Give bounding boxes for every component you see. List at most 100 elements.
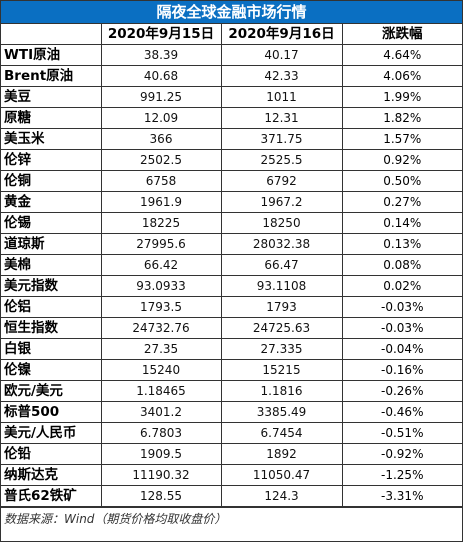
row-value-date-2: 371.75: [220, 128, 343, 150]
row-value-date-1: 2502.5: [100, 149, 222, 171]
row-name: 伦铅: [1, 443, 102, 465]
table-row: Brent原油 40.68 42.33 4.06%: [1, 65, 462, 87]
row-change: -0.03%: [341, 296, 462, 318]
row-change: 0.13%: [341, 233, 462, 255]
row-value-date-1: 18225: [100, 212, 222, 234]
table-row: 原糖 12.09 12.31 1.82%: [1, 107, 462, 129]
row-value-date-1: 1793.5: [100, 296, 222, 318]
table-row: 美元/人民币 6.7803 6.7454 -0.51%: [1, 422, 462, 444]
row-value-date-2: 2525.5: [220, 149, 343, 171]
row-value-date-2: 42.33: [220, 65, 343, 87]
table-row: 普氏62铁矿 128.55 124.3 -3.31%: [1, 485, 462, 507]
row-change: 0.50%: [341, 170, 462, 192]
row-value-date-1: 27995.6: [100, 233, 222, 255]
row-name: 美元指数: [1, 275, 102, 297]
table-row: 伦镍 15240 15215 -0.16%: [1, 359, 462, 381]
row-change: -0.51%: [341, 422, 462, 444]
row-change: 4.64%: [341, 44, 462, 66]
row-value-date-2: 1967.2: [220, 191, 343, 213]
row-change: 0.08%: [341, 254, 462, 276]
table-row: 伦铝 1793.5 1793 -0.03%: [1, 296, 462, 318]
row-value-date-1: 6758: [100, 170, 222, 192]
row-value-date-2: 24725.63: [220, 317, 343, 339]
row-value-date-2: 3385.49: [220, 401, 343, 423]
row-name: 白银: [1, 338, 102, 360]
row-value-date-1: 24732.76: [100, 317, 222, 339]
row-name: 美豆: [1, 86, 102, 108]
row-name: 美棉: [1, 254, 102, 276]
row-value-date-2: 6.7454: [220, 422, 343, 444]
row-value-date-1: 3401.2: [100, 401, 222, 423]
header-name: [1, 24, 102, 45]
row-value-date-1: 6.7803: [100, 422, 222, 444]
row-name: 伦锡: [1, 212, 102, 234]
row-value-date-2: 1793: [220, 296, 343, 318]
row-change: 1.57%: [341, 128, 462, 150]
table-row: 美豆 991.25 1011 1.99%: [1, 86, 462, 108]
table-row: 伦铜 6758 6792 0.50%: [1, 170, 462, 192]
row-change: 4.06%: [341, 65, 462, 87]
row-change: 0.92%: [341, 149, 462, 171]
row-value-date-1: 11190.32: [100, 464, 222, 486]
row-name: 美玉米: [1, 128, 102, 150]
row-name: 原糖: [1, 107, 102, 129]
table-row: 伦锡 18225 18250 0.14%: [1, 212, 462, 234]
row-value-date-1: 128.55: [100, 485, 222, 507]
row-name: 伦铝: [1, 296, 102, 318]
table-row: 美棉 66.42 66.47 0.08%: [1, 254, 462, 276]
row-name: 欧元/美元: [1, 380, 102, 402]
row-value-date-2: 18250: [220, 212, 343, 234]
row-change: -0.03%: [341, 317, 462, 339]
row-change: -1.25%: [341, 464, 462, 486]
row-change: 1.82%: [341, 107, 462, 129]
row-value-date-2: 93.1108: [220, 275, 343, 297]
row-name: 伦铜: [1, 170, 102, 192]
table-row: 伦铅 1909.5 1892 -0.92%: [1, 443, 462, 465]
row-change: -3.31%: [341, 485, 462, 507]
row-change: -0.92%: [341, 443, 462, 465]
table-row: 道琼斯 27995.6 28032.38 0.13%: [1, 233, 462, 255]
row-change: 0.27%: [341, 191, 462, 213]
table-row: 美元指数 93.0933 93.1108 0.02%: [1, 275, 462, 297]
table-row: 标普500 3401.2 3385.49 -0.46%: [1, 401, 462, 423]
row-value-date-1: 1909.5: [100, 443, 222, 465]
row-value-date-2: 6792: [220, 170, 343, 192]
row-value-date-2: 12.31: [220, 107, 343, 129]
row-name: 普氏62铁矿: [1, 485, 102, 507]
table-row: 欧元/美元 1.18465 1.1816 -0.26%: [1, 380, 462, 402]
row-value-date-2: 40.17: [220, 44, 343, 66]
row-name: 黄金: [1, 191, 102, 213]
header-date-1: 2020年9月15日: [100, 24, 222, 45]
row-value-date-2: 27.335: [220, 338, 343, 360]
row-change: -0.04%: [341, 338, 462, 360]
row-change: -0.26%: [341, 380, 462, 402]
row-value-date-1: 366: [100, 128, 222, 150]
row-value-date-1: 27.35: [100, 338, 222, 360]
row-name: 恒生指数: [1, 317, 102, 339]
table-row: 白银 27.35 27.335 -0.04%: [1, 338, 462, 360]
row-name: 美元/人民币: [1, 422, 102, 444]
row-value-date-1: 15240: [100, 359, 222, 381]
row-value-date-2: 66.47: [220, 254, 343, 276]
row-value-date-1: 40.68: [100, 65, 222, 87]
source-note: 数据来源：Wind（期货价格均取收盘价）: [1, 507, 462, 530]
table-row: 伦锌 2502.5 2525.5 0.92%: [1, 149, 462, 171]
row-name: 纳斯达克: [1, 464, 102, 486]
row-change: 1.99%: [341, 86, 462, 108]
table-row: 纳斯达克 11190.32 11050.47 -1.25%: [1, 464, 462, 486]
table-row: 美玉米 366 371.75 1.57%: [1, 128, 462, 150]
row-change: -0.46%: [341, 401, 462, 423]
row-name: 伦镍: [1, 359, 102, 381]
row-value-date-2: 15215: [220, 359, 343, 381]
row-value-date-2: 1011: [220, 86, 343, 108]
header-date-2: 2020年9月16日: [220, 24, 343, 45]
row-name: Brent原油: [1, 65, 102, 87]
row-change: 0.14%: [341, 212, 462, 234]
row-change: 0.02%: [341, 275, 462, 297]
row-value-date-1: 1.18465: [100, 380, 222, 402]
market-table: 2020年9月15日 2020年9月16日 涨跌幅 WTI原油 38.39 40.1…: [1, 24, 462, 507]
row-value-date-2: 28032.38: [220, 233, 343, 255]
row-value-date-1: 991.25: [100, 86, 222, 108]
row-value-date-1: 1961.9: [100, 191, 222, 213]
